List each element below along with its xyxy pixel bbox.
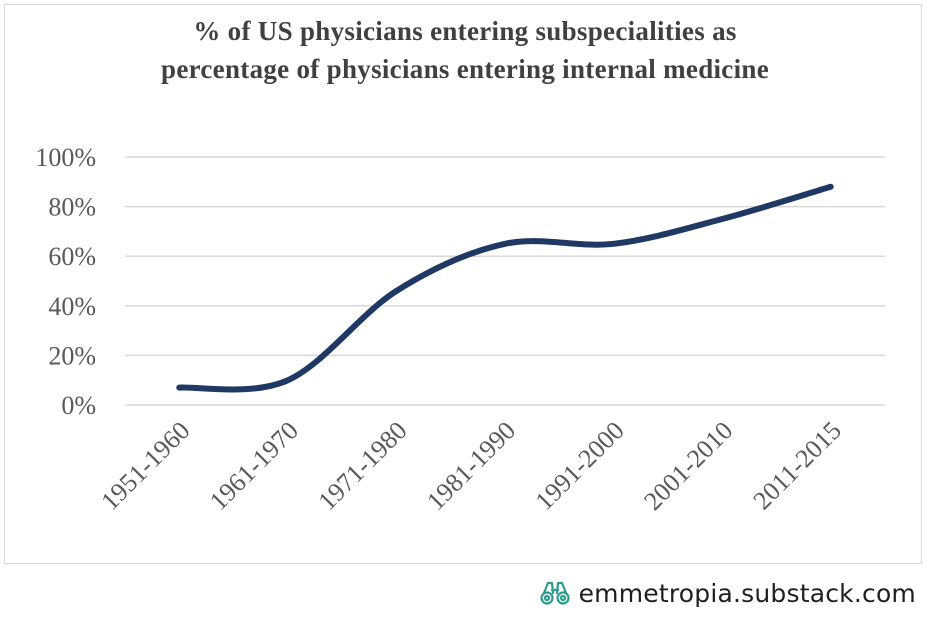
- y-tick-label: 60%: [48, 242, 96, 271]
- footer-text: emmetropia.substack.com: [578, 578, 916, 608]
- series-layer: [176, 183, 834, 393]
- x-tick-label: 2011-2015: [747, 416, 846, 515]
- x-tick-label: 1991-2000: [530, 416, 630, 516]
- x-tick-label: 2001-2010: [638, 416, 738, 516]
- chart-title-line-1: % of US physicians entering subspecialit…: [193, 16, 737, 46]
- x-axis-tick-labels: 1951-1960 1961-1970 1971-1980 1981-1990 1991…: [95, 416, 847, 516]
- y-tick-label: 0%: [61, 391, 96, 420]
- y-tick-label: 100%: [35, 143, 96, 172]
- x-tick-label: 1961-1970: [204, 416, 304, 516]
- chart-frame: [4, 4, 922, 564]
- binoculars-icon: [539, 580, 571, 606]
- y-tick-label: 20%: [48, 341, 96, 370]
- x-tick-label: 1951-1960: [95, 416, 195, 516]
- series-line: [176, 183, 834, 393]
- x-tick-label: 1971-1980: [312, 416, 412, 516]
- footer-credit: emmetropia.substack.com: [539, 576, 916, 610]
- gridlines: [125, 156, 885, 406]
- y-tick-label: 80%: [48, 193, 96, 222]
- y-axis-tick-labels: 0% 20% 40% 60% 80% 100%: [35, 143, 96, 420]
- x-tick-label: 1981-1990: [421, 416, 521, 516]
- y-tick-label: 40%: [48, 292, 96, 321]
- chart-title-line-2: percentage of physicians entering intern…: [161, 54, 769, 84]
- chart-title: % of US physicians entering subspecialit…: [0, 12, 930, 88]
